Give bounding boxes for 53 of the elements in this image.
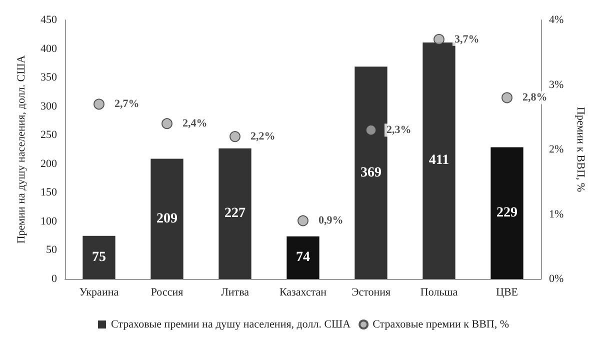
bar: [150, 158, 184, 279]
data-label: 3,7%: [454, 33, 480, 46]
y-tick-label: 0: [52, 273, 58, 285]
data-label: 2,4%: [182, 118, 208, 130]
bar: [82, 236, 116, 279]
y-tick-label: 50: [46, 244, 58, 256]
x-tick-label: Польша: [420, 286, 458, 298]
bar: [286, 236, 320, 279]
point: [94, 98, 104, 110]
point: [162, 118, 172, 130]
y-tick-label: 350: [40, 72, 58, 84]
point: [502, 92, 512, 104]
x-tick-label: Литва: [220, 286, 250, 298]
x-tick-label: Казахстан: [279, 286, 327, 298]
data-label: 411: [428, 153, 450, 168]
y-tick-label: 250: [40, 129, 58, 142]
y-tick-label: 200: [40, 158, 58, 170]
x-tick-label: Россия: [150, 286, 184, 298]
y-tick-label: 400: [40, 42, 58, 55]
y-tick-label: 100: [40, 215, 58, 228]
y2-tick-label: 4%: [549, 14, 564, 26]
data-label: 229: [496, 206, 518, 221]
y-tick-label: 450: [40, 14, 58, 26]
x-tick-label: Украина: [79, 286, 119, 298]
bar: [490, 147, 524, 279]
legend-label: Страховые премии к ВВП, %: [372, 318, 510, 330]
data-label: 209: [156, 211, 178, 226]
point: [434, 34, 444, 45]
data-label: 2,3%: [386, 124, 412, 136]
y-tick-label: 300: [40, 100, 58, 112]
data-label: 0,9%: [318, 214, 344, 227]
y-tick-label: 150: [40, 186, 58, 199]
data-label: 2,8%: [522, 92, 548, 104]
y-axis-title: Премии на душу населения, долл. США: [16, 55, 28, 244]
data-label: 75: [92, 250, 106, 265]
point: [230, 131, 240, 142]
legend-label: Страховые премии на душу населения, долл. США: [110, 318, 351, 330]
data-label: 2,2%: [250, 130, 276, 143]
x-tick-label: Эстония: [351, 286, 391, 298]
y2-tick-label: 3%: [549, 78, 564, 91]
bar: [354, 66, 388, 279]
data-label: 74: [296, 250, 310, 266]
point: [298, 215, 308, 226]
point: [366, 124, 376, 136]
bar: [218, 148, 252, 279]
y2-tick-label: 2%: [549, 144, 564, 156]
x-tick-label: ЦВЕ: [496, 286, 518, 298]
data-label: 2,7%: [114, 98, 140, 110]
y2-tick-label: 1%: [549, 208, 564, 220]
y2-axis-title: Премии к ВВП, %: [574, 106, 586, 192]
data-label: 369: [360, 165, 382, 180]
y2-tick-label: 0%: [549, 273, 564, 285]
data-label: 227: [224, 206, 246, 222]
